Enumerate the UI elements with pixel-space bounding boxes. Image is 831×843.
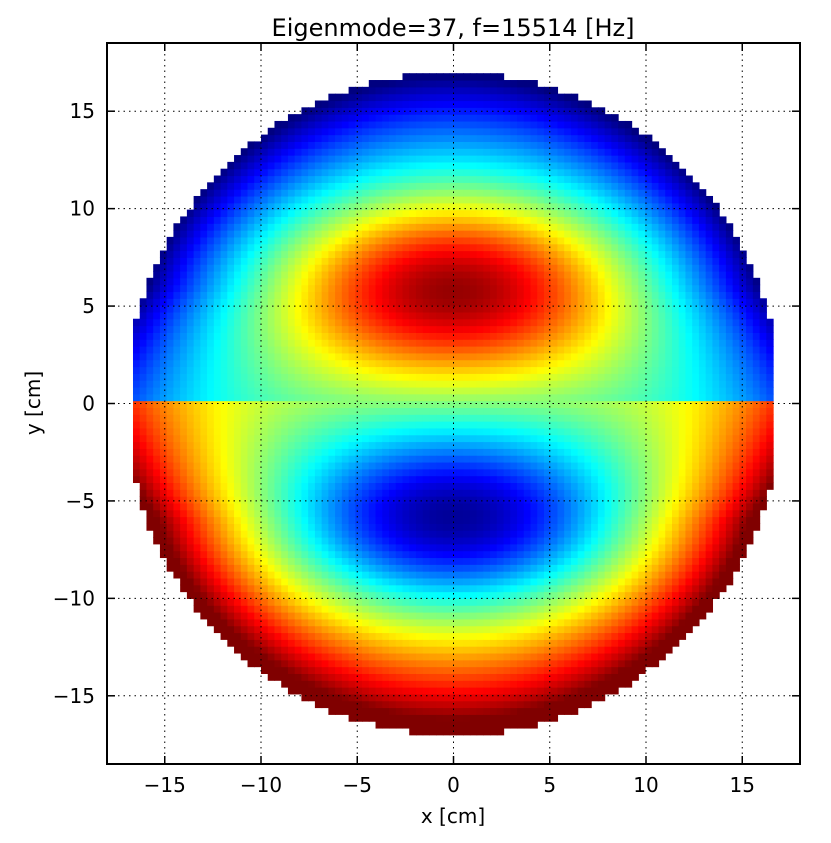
x-tick-labels: −15 −10 −5 0 5 10 15 xyxy=(144,773,755,797)
y-axis-label: y [cm] xyxy=(21,371,45,435)
y-tick-label: 5 xyxy=(82,294,95,318)
chart-title: Eigenmode=37, f=15514 [Hz] xyxy=(272,14,635,42)
y-tick-label: −15 xyxy=(53,684,95,708)
y-tick-label: −10 xyxy=(53,586,95,610)
y-tick-label: 10 xyxy=(70,197,95,221)
x-tick-label: −15 xyxy=(144,773,186,797)
x-tick-label: 0 xyxy=(447,773,460,797)
x-tick-label: 10 xyxy=(633,773,658,797)
y-tick-label: −5 xyxy=(66,489,95,513)
ticks xyxy=(107,43,800,764)
heatmap-field xyxy=(132,73,774,736)
y-tick-label: 15 xyxy=(70,99,95,123)
x-tick-label: −10 xyxy=(240,773,282,797)
x-axis-label: x [cm] xyxy=(421,804,485,828)
x-tick-label: −5 xyxy=(343,773,372,797)
y-tick-labels: −15 −10 −5 0 5 10 15 xyxy=(53,99,95,708)
x-tick-label: 5 xyxy=(543,773,556,797)
y-tick-label: 0 xyxy=(82,392,95,416)
x-tick-label: 15 xyxy=(730,773,755,797)
grid xyxy=(107,43,800,764)
